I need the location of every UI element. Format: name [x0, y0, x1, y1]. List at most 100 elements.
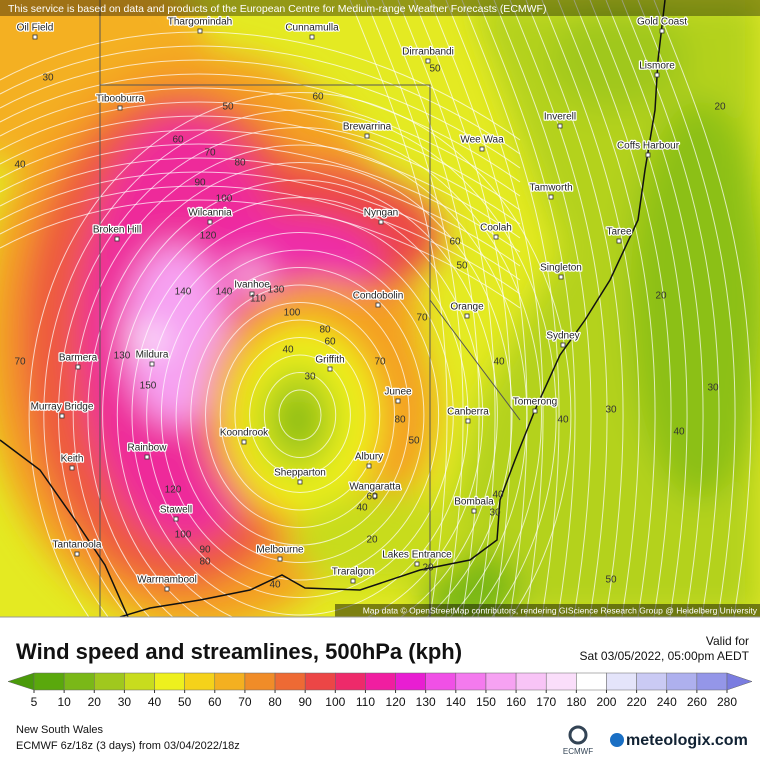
contour-label: 110 — [250, 294, 266, 305]
city-label: Rainbow — [128, 443, 168, 454]
city-marker — [69, 465, 75, 471]
streamline — [131, 214, 469, 616]
colorbar-tick-label: 60 — [208, 695, 222, 709]
contour-label: 100 — [216, 194, 233, 205]
state-borders — [99, 0, 521, 617]
contour-label: 60 — [324, 337, 336, 348]
city-marker — [414, 561, 420, 567]
colorbar-arrow — [7, 672, 35, 691]
contour-label: 120 — [200, 231, 217, 242]
city-label: Melbourne — [256, 545, 304, 556]
city-label: Keith — [61, 454, 84, 465]
city-marker — [378, 219, 384, 225]
attribution: Map data © OpenStreetMap contributors, r… — [363, 605, 758, 615]
city-label: Stawell — [160, 505, 192, 516]
colorbar-tick-label: 160 — [506, 695, 526, 709]
city-label: Warrnambool — [137, 575, 197, 586]
city-marker — [75, 364, 81, 370]
contour-label: 80 — [394, 415, 406, 426]
map: Oil Field Thargomindah Cunnamulla Dirranban… — [0, 0, 760, 617]
contour-label: 90 — [199, 545, 211, 556]
contour-label: 50 — [456, 261, 468, 272]
streamline — [0, 45, 521, 155]
city-marker — [532, 408, 538, 414]
contour-label: 40 — [269, 580, 281, 591]
contour-label: 40 — [282, 345, 294, 356]
streamline — [493, 0, 592, 617]
brand-icon — [610, 733, 624, 747]
colorbar-tick-label: 180 — [566, 695, 586, 709]
contour-label: 90 — [194, 178, 206, 189]
city-label: Canberra — [447, 407, 489, 418]
contour-label: 30 — [489, 508, 501, 519]
brand: meteologix.com — [626, 732, 748, 749]
streamline — [116, 197, 484, 617]
colorbar-segment — [63, 672, 95, 691]
city-label: Condobolin — [353, 291, 404, 302]
streamline — [43, 109, 557, 617]
city-marker — [395, 398, 401, 404]
colorbar-segment — [455, 672, 487, 691]
streamline — [365, 0, 464, 617]
colorbar-segment — [696, 672, 728, 691]
streamline — [0, 143, 521, 253]
city-label: Tantanoola — [53, 540, 102, 551]
streamline — [0, 199, 521, 309]
colorbar-segment — [244, 672, 276, 691]
colorbar-arrow — [726, 672, 753, 691]
city-label: Thargomindah — [168, 17, 232, 28]
city-label: Oil Field — [17, 23, 54, 34]
colorbar: 5 10 20 30 40 50 60 70 80 90 100 110 120 130 140 150 160… — [7, 672, 753, 709]
city-label: Wee Waa — [460, 135, 504, 146]
colorbar-segment — [184, 672, 216, 691]
city-label: Coffs Harbour — [617, 141, 680, 152]
city-marker — [558, 274, 564, 280]
city-label: Murray Bridge — [31, 402, 94, 413]
city-label: Tomerong — [513, 397, 557, 408]
colorbar-tick-label: 10 — [57, 695, 71, 709]
city-label: Traralgon — [332, 567, 374, 578]
streamline — [0, 157, 521, 267]
streamline — [205, 302, 395, 528]
streamline — [87, 162, 513, 617]
contour-label: 40 — [493, 357, 505, 368]
contour-label: 80 — [199, 557, 211, 568]
contour-label: 30 — [42, 73, 54, 84]
streamline — [557, 0, 656, 617]
contour-label: 40 — [492, 490, 504, 501]
contour-label: 70 — [374, 357, 386, 368]
colorbar-tick-label: 240 — [657, 695, 677, 709]
streamline — [190, 284, 410, 546]
colorbar-tick-label: 50 — [178, 695, 192, 709]
colorbar-tick-label: 30 — [118, 695, 132, 709]
colorbar-tick-label: 80 — [268, 695, 282, 709]
streamline — [0, 129, 521, 239]
streamline — [58, 127, 542, 617]
contour-label: 130 — [114, 351, 131, 362]
city-marker — [645, 152, 651, 158]
colorbar-tick-label: 120 — [386, 695, 406, 709]
contour-label: 100 — [284, 308, 301, 319]
colorbar-tick-label: 100 — [325, 695, 345, 709]
city-label: Bombala — [454, 497, 494, 508]
contour-label: 20 — [422, 563, 434, 574]
city-marker — [350, 578, 356, 584]
contour-label: 150 — [140, 381, 157, 392]
streamline — [381, 0, 480, 617]
city-label: Coolah — [480, 223, 512, 234]
city-marker — [297, 479, 303, 485]
colorbar-segment — [666, 672, 698, 691]
colorbar-tick-label: 110 — [356, 695, 375, 709]
city-marker — [32, 34, 38, 40]
city-marker — [464, 313, 470, 319]
streamline — [509, 0, 608, 617]
city-marker — [659, 28, 665, 34]
model-run: ECMWF 6z/18z (3 days) from 03/04/2022/18… — [16, 740, 240, 752]
city-marker — [479, 146, 485, 152]
city-label: Ivanhoe — [234, 280, 270, 291]
colorbar-segment — [94, 672, 125, 691]
streamline — [0, 73, 521, 183]
city-label: Brewarrina — [343, 122, 392, 133]
city-marker — [425, 58, 431, 64]
streamline — [28, 92, 572, 617]
